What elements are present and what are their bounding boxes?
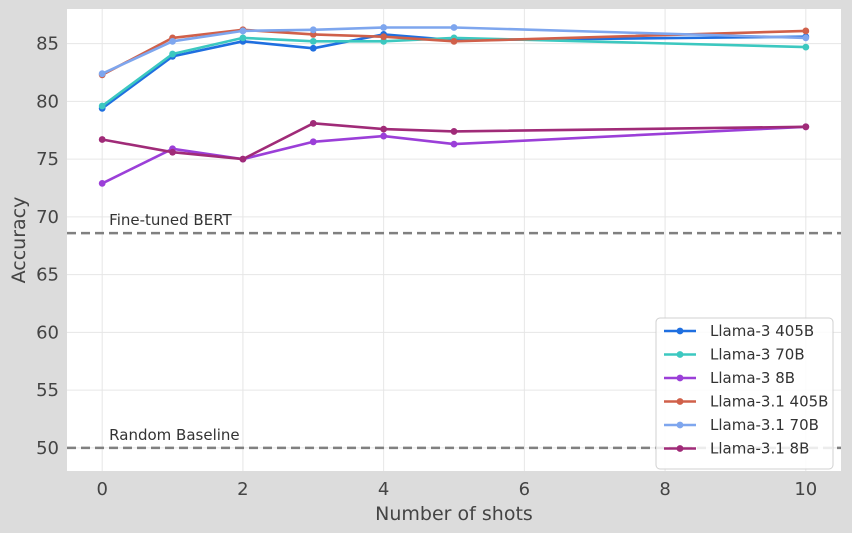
x-tick-label: 2 bbox=[237, 479, 248, 500]
tick-labels: 0 2 4 6 8 10 50 55 60 65 70 75 80 85 bbox=[36, 34, 817, 500]
legend-box bbox=[655, 317, 834, 470]
data-point bbox=[309, 119, 317, 127]
series-group bbox=[98, 34, 810, 110]
data-point bbox=[98, 102, 106, 110]
data-point bbox=[802, 27, 810, 35]
series-lines bbox=[98, 24, 810, 187]
data-point bbox=[450, 37, 458, 45]
y-tick-label: 50 bbox=[36, 438, 59, 459]
x-tick-label: 0 bbox=[96, 479, 107, 500]
reference-line-label: Random Baseline bbox=[109, 426, 239, 444]
data-point bbox=[169, 37, 176, 45]
data-point bbox=[380, 33, 388, 41]
data-point bbox=[309, 37, 317, 45]
legend-label: Llama-3.1 8B bbox=[710, 440, 809, 458]
legend-label: Llama-3 405B bbox=[710, 322, 814, 340]
legend: Llama-3 405B Llama-3 70B Llama-3 8B Llama-3… bbox=[655, 317, 834, 470]
y-tick-label: 60 bbox=[36, 322, 59, 343]
data-point bbox=[380, 125, 388, 133]
data-point bbox=[169, 50, 176, 58]
data-point bbox=[380, 24, 388, 31]
data-point bbox=[802, 123, 810, 131]
legend-marker bbox=[676, 445, 684, 452]
legend-marker bbox=[676, 327, 684, 335]
y-tick-label: 70 bbox=[36, 207, 59, 228]
legend-marker bbox=[676, 351, 684, 358]
y-tick-label: 80 bbox=[36, 91, 59, 112]
data-point bbox=[450, 24, 458, 31]
series-group bbox=[98, 119, 810, 163]
legend-label: Llama-3 70B bbox=[710, 346, 805, 364]
data-point bbox=[239, 27, 247, 35]
y-tick-label: 85 bbox=[36, 34, 59, 55]
data-point bbox=[450, 140, 458, 148]
y-tick-label: 65 bbox=[36, 265, 59, 286]
data-point bbox=[802, 43, 810, 51]
legend-label: Llama-3.1 70B bbox=[710, 416, 819, 434]
data-point bbox=[380, 132, 388, 140]
data-point bbox=[98, 136, 106, 143]
series-group bbox=[98, 24, 810, 78]
data-point bbox=[98, 180, 106, 187]
x-tick-label: 4 bbox=[378, 479, 389, 500]
data-point bbox=[802, 34, 810, 42]
data-point bbox=[239, 34, 247, 42]
y-axis-title: Accuracy bbox=[8, 197, 30, 284]
data-point bbox=[169, 148, 176, 156]
legend-label: Llama-3.1 405B bbox=[710, 393, 828, 411]
y-tick-label: 55 bbox=[36, 380, 59, 401]
x-tick-label: 8 bbox=[659, 479, 670, 500]
data-point bbox=[309, 26, 317, 34]
x-axis-title: Number of shots bbox=[375, 503, 533, 525]
reference-line-label: Fine-tuned BERT bbox=[109, 211, 232, 229]
data-point bbox=[309, 138, 317, 146]
legend-marker bbox=[676, 374, 684, 382]
y-tick-label: 75 bbox=[36, 149, 59, 170]
x-tick-label: 6 bbox=[519, 479, 530, 500]
legend-label: Llama-3 8B bbox=[710, 369, 795, 387]
data-point bbox=[98, 70, 106, 78]
data-point bbox=[309, 44, 317, 52]
data-point bbox=[239, 155, 247, 163]
legend-marker bbox=[676, 421, 684, 429]
data-point bbox=[450, 128, 458, 135]
legend-marker bbox=[676, 398, 684, 405]
x-tick-label: 10 bbox=[794, 479, 817, 500]
